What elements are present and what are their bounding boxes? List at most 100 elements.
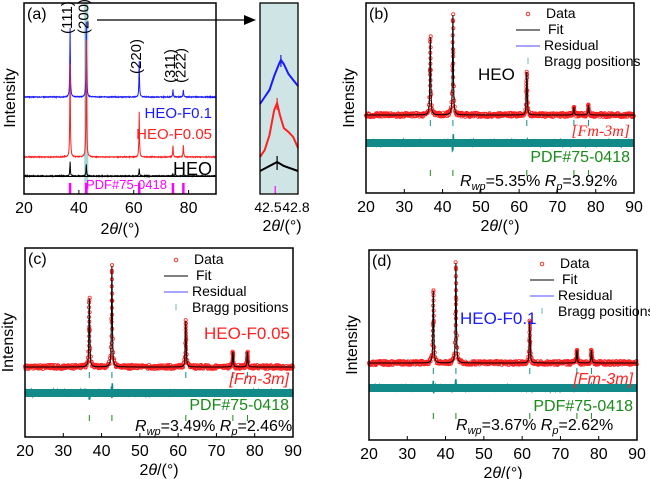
inset-tick-label: 42.8 xyxy=(282,199,309,215)
panel-d-xaxis-tick-label: 30 xyxy=(398,446,416,463)
panel-d-xaxis-tick-label: 80 xyxy=(590,446,608,463)
residual-band-d xyxy=(369,384,637,392)
panel-b-xlabel: 2θ/(°) xyxy=(480,218,519,235)
data-point xyxy=(428,83,433,88)
panel-c-xlabel: 2θ/(°) xyxy=(139,462,178,479)
sample-label-heo-f005: HEO-F0.05 xyxy=(136,126,212,143)
panel-c-xaxis-tick-label: 40 xyxy=(93,443,111,460)
panel-label-d: (d) xyxy=(372,253,392,270)
panel-label-c: (c) xyxy=(28,251,47,268)
panel-b-frame xyxy=(365,2,635,194)
space-group-label: [Fm-3m] xyxy=(572,371,633,388)
legend-data-label: Data xyxy=(560,255,590,271)
panel-c-xaxis-tick-label: 50 xyxy=(131,443,149,460)
legend-bragg-label: Bragg positions xyxy=(544,53,641,69)
series-line-heo-f005 xyxy=(23,39,217,160)
panel-c-ylabel: Intensity xyxy=(0,313,17,373)
inset-frame xyxy=(259,2,299,195)
fit-line-d xyxy=(369,263,637,364)
r-factors-label: Rwp=5.35% Rp=3.92% xyxy=(460,173,617,193)
panel-a-xaxis-tick-label: 20 xyxy=(15,200,33,217)
pdf-reference-label: PDF#75-0418 xyxy=(533,398,633,415)
panel-a-xaxis-tick-label: 60 xyxy=(125,200,143,217)
legend-residual-label: Residual xyxy=(544,37,598,53)
sample-label: HEO-F0.1 xyxy=(460,309,537,328)
panel-b-xaxis-tick-label: 50 xyxy=(472,199,490,216)
legend-data-marker xyxy=(173,257,179,263)
space-group-label: [Fm-3m] xyxy=(228,371,289,388)
miller-index-label: (311) xyxy=(162,49,179,83)
series-line-heo-f01 xyxy=(23,21,217,100)
inset-xlabel: 2θ/(°) xyxy=(262,218,301,235)
panel-a-xlabel: 2θ/(°) xyxy=(100,221,139,238)
panel-c-xaxis-tick-label: 80 xyxy=(246,443,264,460)
fit-line-b xyxy=(366,15,634,116)
zoom-arrow-head xyxy=(244,15,256,25)
panel-d-xaxis-tick-label: 70 xyxy=(552,446,570,463)
data-point xyxy=(425,110,430,115)
fit-line-c xyxy=(25,266,293,368)
legend-fit-label: Fit xyxy=(196,267,212,283)
sample-label-heo: HEO xyxy=(173,159,212,179)
panel-b-xaxis-tick-label: 20 xyxy=(357,199,375,216)
pdf-reference-label: PDF#75-0418 xyxy=(189,397,289,414)
data-point xyxy=(87,348,92,353)
panel-a-ylabel: Intensity xyxy=(2,68,19,128)
data-point xyxy=(450,82,455,87)
inset-line-heo-f005 xyxy=(259,99,299,158)
legend-bragg-label: Bragg positions xyxy=(192,299,289,315)
data-point xyxy=(431,343,436,348)
data-point xyxy=(87,343,92,348)
r-factors-label: Rwp=3.67% Rp=2.62% xyxy=(456,417,613,437)
legend-fit-label: Fit xyxy=(562,271,578,287)
miller-index-label: (220) xyxy=(128,39,145,74)
sample-label-heo-f01: HEO-F0.1 xyxy=(144,105,212,122)
data-point xyxy=(428,359,433,364)
data-point xyxy=(84,363,89,368)
panel-b-xaxis-tick-label: 40 xyxy=(434,199,452,216)
panel-d-ylabel: Intensity xyxy=(344,315,361,375)
panel-label-b: (b) xyxy=(369,6,389,23)
pdf-reference-label: PDF#75-0418 xyxy=(530,149,630,166)
residual-band-b xyxy=(366,139,634,147)
r-factors-label: Rwp=3.49% Rp=2.46% xyxy=(135,418,292,438)
data-points-c xyxy=(22,263,295,371)
residual-band-c xyxy=(25,389,293,397)
panel-a-xaxis-tick-label: 40 xyxy=(70,200,88,217)
panel-d-xaxis-tick-label: 40 xyxy=(437,446,455,463)
panel-b-xaxis-tick-label: 60 xyxy=(510,199,528,216)
panel-d-xlabel: 2θ/(°) xyxy=(483,465,522,479)
panel-c-xaxis-tick-label: 60 xyxy=(169,443,187,460)
panel-b-xaxis-tick-label: 90 xyxy=(625,199,643,216)
data-point xyxy=(453,337,458,342)
panel-c-xaxis-tick-label: 90 xyxy=(284,443,302,460)
sample-label: HEO xyxy=(478,65,515,84)
panel-b-xaxis-tick-label: 30 xyxy=(395,199,413,216)
panel-d-frame xyxy=(368,249,638,441)
miller-index-label: (222) xyxy=(172,48,189,83)
panel-c-frame xyxy=(24,247,294,438)
inset-background xyxy=(260,3,298,194)
panel-d-xaxis-tick-label: 20 xyxy=(360,446,378,463)
panel-b-xaxis-tick-label: 70 xyxy=(549,199,567,216)
data-point xyxy=(87,353,92,358)
miller-index-label: (200) xyxy=(75,0,92,34)
legend-data-marker xyxy=(525,11,531,17)
miller-index-label: (111) xyxy=(59,1,76,34)
panel-c-xaxis-tick-label: 70 xyxy=(208,443,226,460)
panel-c-xaxis-tick-label: 20 xyxy=(16,443,34,460)
panel-label-a: (a) xyxy=(27,6,47,23)
legend-bragg-label: Bragg positions xyxy=(558,303,650,319)
data-point xyxy=(109,341,114,346)
panel-a-xaxis-tick-label: 80 xyxy=(180,200,198,217)
legend-residual-label: Residual xyxy=(192,283,246,299)
legend-fit-label: Fit xyxy=(548,21,564,37)
panel-d-xaxis-tick-label: 50 xyxy=(475,446,493,463)
inset-line-heo-f01 xyxy=(259,58,299,105)
data-point xyxy=(453,316,458,321)
legend-data-label: Data xyxy=(546,5,576,21)
sample-label: HEO-F0.05 xyxy=(204,324,290,343)
panel-c-xaxis-tick-label: 30 xyxy=(54,443,72,460)
space-group-label: [Fm-3m] xyxy=(571,123,630,140)
